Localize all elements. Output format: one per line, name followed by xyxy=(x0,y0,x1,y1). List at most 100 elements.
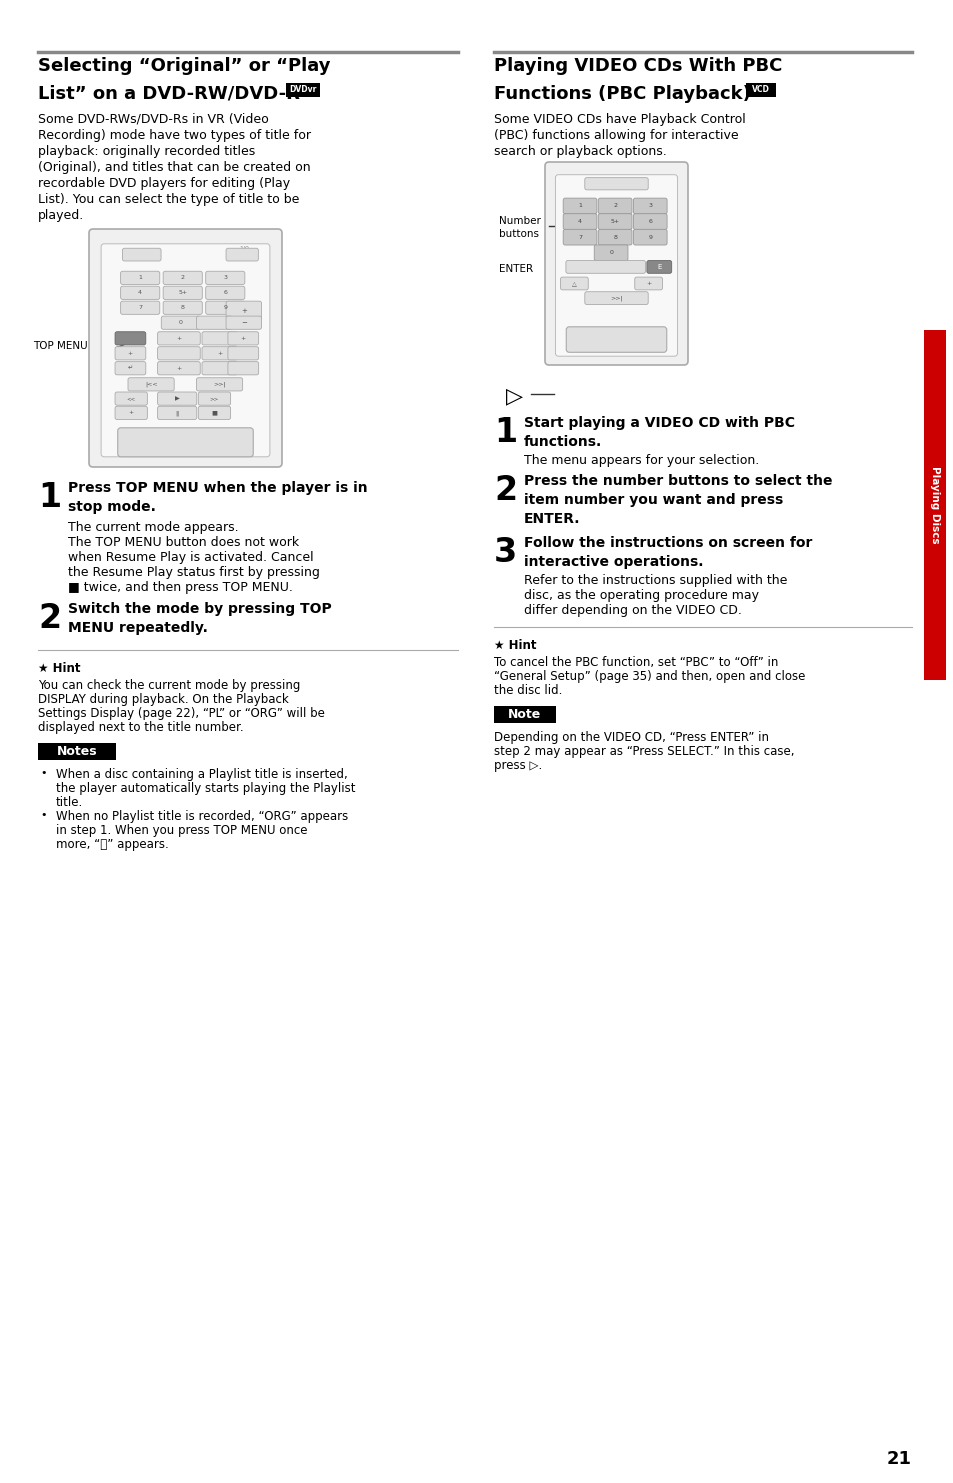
Text: Notes: Notes xyxy=(56,744,97,758)
Text: recordable DVD players for editing (Play: recordable DVD players for editing (Play xyxy=(38,176,290,190)
Text: 9: 9 xyxy=(223,305,227,310)
Text: ENTER.: ENTER. xyxy=(523,512,579,526)
Text: press ▷.: press ▷. xyxy=(494,759,541,773)
Text: +: + xyxy=(240,308,247,314)
Text: Press the number buttons to select the: Press the number buttons to select the xyxy=(523,475,832,488)
Text: <<: << xyxy=(127,396,135,400)
Text: interactive operations.: interactive operations. xyxy=(523,555,702,569)
Text: buttons: buttons xyxy=(498,228,538,239)
FancyBboxPatch shape xyxy=(565,261,645,273)
Text: 3: 3 xyxy=(648,203,652,209)
Text: +: + xyxy=(217,351,222,356)
FancyBboxPatch shape xyxy=(202,332,237,346)
FancyBboxPatch shape xyxy=(562,214,597,230)
FancyBboxPatch shape xyxy=(120,301,159,314)
Text: 2: 2 xyxy=(494,475,517,507)
Text: ||: || xyxy=(174,411,179,415)
FancyBboxPatch shape xyxy=(566,326,666,353)
FancyBboxPatch shape xyxy=(157,347,200,360)
Text: 4: 4 xyxy=(138,291,142,295)
Text: the Resume Play status first by pressing: the Resume Play status first by pressing xyxy=(68,567,319,578)
FancyBboxPatch shape xyxy=(226,301,261,322)
Text: “General Setup” (page 35) and then, open and close: “General Setup” (page 35) and then, open… xyxy=(494,670,804,684)
Text: +: + xyxy=(176,335,181,341)
Text: E: E xyxy=(657,264,660,270)
FancyBboxPatch shape xyxy=(157,406,196,420)
Text: You can check the current mode by pressing: You can check the current mode by pressi… xyxy=(38,679,300,693)
Text: 1: 1 xyxy=(494,417,517,449)
Text: 1: 1 xyxy=(38,480,61,515)
Text: 6: 6 xyxy=(223,291,227,295)
FancyBboxPatch shape xyxy=(206,286,245,300)
Text: The TOP MENU button does not work: The TOP MENU button does not work xyxy=(68,535,299,549)
FancyBboxPatch shape xyxy=(128,378,174,392)
Text: |<<: |<< xyxy=(145,381,157,387)
Text: MENU repeatedly.: MENU repeatedly. xyxy=(68,621,208,635)
Text: The current mode appears.: The current mode appears. xyxy=(68,521,238,534)
Text: differ depending on the VIDEO CD.: differ depending on the VIDEO CD. xyxy=(523,604,741,617)
Text: +: + xyxy=(128,351,132,356)
FancyBboxPatch shape xyxy=(115,362,146,375)
FancyBboxPatch shape xyxy=(633,214,666,230)
FancyBboxPatch shape xyxy=(198,406,231,420)
FancyBboxPatch shape xyxy=(544,162,687,365)
Text: 1: 1 xyxy=(578,203,581,209)
FancyBboxPatch shape xyxy=(157,332,200,346)
Text: 6: 6 xyxy=(648,219,652,224)
FancyBboxPatch shape xyxy=(161,316,200,329)
Text: +: + xyxy=(240,335,246,341)
Text: 1/0: 1/0 xyxy=(239,246,250,251)
Text: ▶: ▶ xyxy=(174,396,179,400)
Text: −: − xyxy=(240,320,247,326)
FancyBboxPatch shape xyxy=(634,277,661,289)
Text: Settings Display (page 22), “PL” or “ORG” will be: Settings Display (page 22), “PL” or “ORG… xyxy=(38,707,325,721)
FancyBboxPatch shape xyxy=(117,427,253,457)
FancyBboxPatch shape xyxy=(598,230,631,245)
FancyBboxPatch shape xyxy=(226,316,261,329)
Text: item number you want and press: item number you want and press xyxy=(523,492,782,507)
Text: ↵: ↵ xyxy=(128,366,132,371)
FancyBboxPatch shape xyxy=(196,378,242,392)
FancyBboxPatch shape xyxy=(115,332,146,346)
Text: +: + xyxy=(645,280,651,286)
FancyBboxPatch shape xyxy=(228,332,258,346)
Text: stop mode.: stop mode. xyxy=(68,500,155,515)
Text: 2: 2 xyxy=(180,276,185,280)
Text: 3: 3 xyxy=(494,535,517,569)
Text: when Resume Play is activated. Cancel: when Resume Play is activated. Cancel xyxy=(68,552,314,564)
Text: (PBC) functions allowing for interactive: (PBC) functions allowing for interactive xyxy=(494,129,738,142)
FancyBboxPatch shape xyxy=(89,228,282,467)
Text: TOP MENU: TOP MENU xyxy=(33,341,88,351)
FancyBboxPatch shape xyxy=(163,271,202,285)
Text: disc, as the operating procedure may: disc, as the operating procedure may xyxy=(523,589,759,602)
FancyBboxPatch shape xyxy=(598,199,631,214)
Text: •: • xyxy=(40,768,47,779)
FancyBboxPatch shape xyxy=(633,199,666,214)
Text: VCD: VCD xyxy=(751,86,769,95)
FancyBboxPatch shape xyxy=(115,406,147,420)
Text: ■: ■ xyxy=(212,411,217,415)
Text: playback: originally recorded titles: playback: originally recorded titles xyxy=(38,145,255,159)
Bar xyxy=(38,743,116,759)
FancyBboxPatch shape xyxy=(584,292,647,304)
FancyBboxPatch shape xyxy=(163,301,202,314)
Text: Switch the mode by pressing TOP: Switch the mode by pressing TOP xyxy=(68,602,332,615)
Text: Functions (PBC Playback): Functions (PBC Playback) xyxy=(494,85,750,102)
FancyBboxPatch shape xyxy=(101,243,270,457)
Text: ▷: ▷ xyxy=(505,386,522,406)
FancyBboxPatch shape xyxy=(202,362,237,375)
Text: 5+: 5+ xyxy=(178,291,187,295)
FancyBboxPatch shape xyxy=(196,316,232,329)
FancyBboxPatch shape xyxy=(228,362,258,375)
Text: Press TOP MENU when the player is in: Press TOP MENU when the player is in xyxy=(68,480,367,495)
FancyBboxPatch shape xyxy=(157,392,196,405)
Text: List” on a DVD-RW/DVD-R: List” on a DVD-RW/DVD-R xyxy=(38,85,299,102)
Text: DISPLAY during playback. On the Playback: DISPLAY during playback. On the Playback xyxy=(38,693,289,706)
Text: •: • xyxy=(40,810,47,820)
Text: 7: 7 xyxy=(138,305,142,310)
FancyBboxPatch shape xyxy=(115,347,146,360)
Text: Refer to the instructions supplied with the: Refer to the instructions supplied with … xyxy=(523,574,786,587)
Text: 0: 0 xyxy=(179,320,183,325)
Text: 2: 2 xyxy=(613,203,617,209)
Text: 3: 3 xyxy=(223,276,227,280)
